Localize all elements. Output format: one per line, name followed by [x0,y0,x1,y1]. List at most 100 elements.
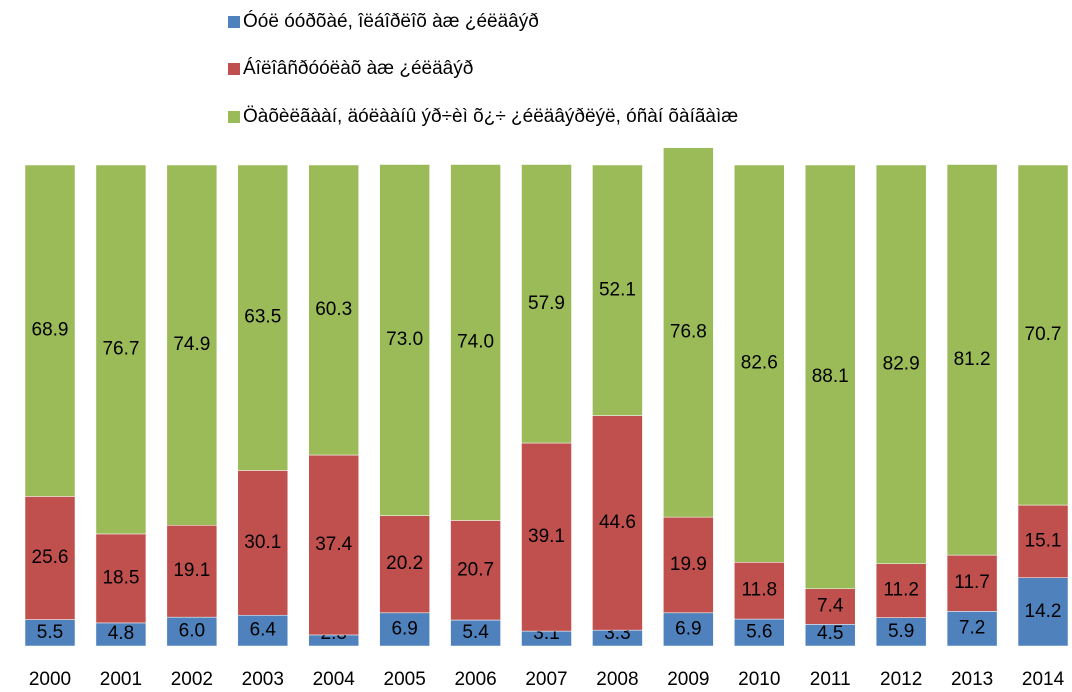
bar-segment [875,164,927,564]
bar-segment [450,164,501,521]
data-label: 20.7 [457,559,494,580]
data-label: 81.2 [954,349,991,370]
bar-segment [592,415,643,631]
bar-segment [1017,504,1069,578]
data-label: 11.7 [954,572,990,593]
x-tick-label: 2014 [1022,669,1065,690]
legend-swatch [228,63,240,75]
data-label: 82.6 [741,353,778,374]
bar-segment [166,616,218,647]
bar-segment [95,164,147,535]
data-label: 5.6 [746,622,772,643]
data-label: 74.0 [457,332,494,353]
bar-segment [450,619,501,647]
data-label: 76.8 [670,321,707,342]
bar-segment [237,614,289,647]
bar-segment [592,164,643,416]
data-label: 7.4 [817,596,844,617]
data-label: 6.4 [250,620,277,641]
data-label: 37.4 [315,534,352,555]
bar-segment [1017,577,1069,647]
x-tick-label: 2002 [171,669,213,690]
bar-segment [379,612,430,647]
data-label: 6.9 [391,618,417,639]
x-tick-label: 2007 [525,669,567,690]
x-tick-label: 2004 [313,669,356,690]
data-label: 4.8 [108,623,134,644]
data-label: 73.0 [386,329,423,350]
bar-segment [734,618,785,647]
x-tick-label: 2013 [951,669,993,690]
data-label: 11.8 [742,580,778,601]
x-tick-label: 2010 [738,669,780,690]
x-tick-label: 2001 [100,669,142,690]
bar-segment [450,520,501,621]
data-label: 5.4 [462,622,489,643]
bar-segment [734,562,785,620]
bar-segment [875,563,927,618]
bar-segment [946,164,998,556]
data-label: 74.9 [173,334,210,355]
bar-segment [521,164,572,444]
bar-segment [237,470,289,616]
x-tick-label: 2006 [454,669,496,690]
legend-label: Áîëîâñðóóëàõ àæ ¿éëäâýð [243,58,473,79]
data-label: 5.5 [37,622,63,643]
bar-segment [166,164,218,526]
x-tick-label: 2011 [810,669,851,690]
data-label: 18.5 [102,567,139,588]
bar-segment [1017,164,1069,506]
data-label: 19.9 [670,554,707,575]
bar-segment [804,588,856,625]
data-label: 5.9 [888,621,914,642]
data-label: 7.2 [959,618,985,639]
bar-segment [166,525,218,618]
x-tick-label: 2009 [667,669,709,690]
bar-segment [237,164,289,471]
data-label: 4.5 [817,623,843,644]
bar-segment [95,533,147,624]
data-label: 19.1 [173,560,210,581]
data-label: 57.9 [528,293,565,314]
bar-segment [308,164,359,456]
data-label: 52.1 [599,279,636,300]
x-tick-label: 2000 [29,669,71,690]
data-label: 63.5 [244,307,281,328]
data-label: 6.9 [675,618,701,639]
data-label: 44.6 [599,512,636,533]
bar-segment [24,496,76,620]
data-label: 60.3 [315,299,352,320]
bar-segment [875,617,927,647]
bar-segment [379,164,430,516]
legend-swatch [228,16,240,28]
data-label: 30.1 [244,532,281,553]
data-label: 20.2 [386,553,423,574]
bar-segment [379,515,430,614]
x-tick-label: 2005 [384,669,426,690]
data-label: 76.7 [102,338,139,359]
legend-label: Öàõèëãààí, äóëààíû ýð÷èì õ¿÷ ¿éëäâýðëýë,… [243,106,738,127]
bar-segment [24,164,76,497]
bar-segment [946,611,998,647]
data-label: 82.9 [883,353,920,374]
legend-swatch [228,111,240,123]
x-tick-label: 2003 [242,669,284,690]
bar-segment [734,164,785,563]
bar-segment [521,442,572,632]
bar-segment [804,164,856,590]
x-tick-label: 2008 [596,669,638,690]
data-label: 70.7 [1025,324,1062,345]
bar-segment [24,619,76,647]
x-tick-label: 2012 [880,669,922,690]
bar-segment [308,454,359,636]
data-label: 11.2 [883,580,919,601]
data-label: 15.1 [1025,530,1062,551]
data-label: 6.0 [179,621,205,642]
bar-segment [663,147,714,518]
legend-label: Óóë óóðõàé, îëáîðëîõ àæ ¿éëäâýð [243,10,539,32]
data-label: 14.2 [1025,601,1062,622]
data-label: 68.9 [32,320,69,341]
data-label: 25.6 [32,547,69,568]
data-label: 39.1 [528,526,565,547]
